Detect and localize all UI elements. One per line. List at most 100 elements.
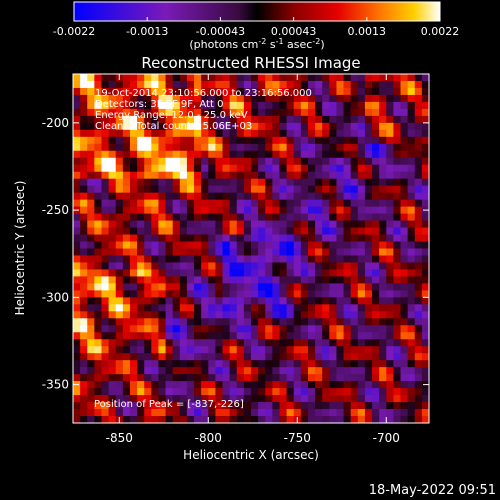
heatmap-cell xyxy=(201,332,209,340)
heatmap-cell xyxy=(87,171,95,180)
heatmap-cell xyxy=(322,297,330,305)
heatmap-cell xyxy=(229,248,238,256)
heatmap-cell xyxy=(158,220,166,228)
heatmap-cell xyxy=(137,115,145,124)
heatmap-cell xyxy=(179,374,188,382)
heatmap-cell xyxy=(222,94,231,103)
heatmap-cell xyxy=(343,353,352,361)
heatmap-cell xyxy=(293,339,302,347)
heatmap-cell xyxy=(343,332,352,340)
heatmap-cell xyxy=(343,276,352,284)
heatmap-cell xyxy=(300,269,309,277)
heatmap-cell xyxy=(300,297,309,305)
heatmap-cell xyxy=(300,101,309,110)
heatmap-cell xyxy=(315,171,323,180)
heatmap-cell xyxy=(151,297,159,305)
heatmap-cell xyxy=(236,395,245,403)
heatmap-cell xyxy=(201,115,209,124)
heatmap-cell xyxy=(315,297,323,305)
heatmap-cell xyxy=(151,290,159,298)
heatmap-cell xyxy=(272,115,280,124)
heatmap-cell xyxy=(393,248,401,256)
heatmap-cell xyxy=(421,360,429,368)
heatmap-cell xyxy=(108,87,117,96)
heatmap-cell xyxy=(315,416,323,423)
heatmap-cell xyxy=(265,220,273,228)
heatmap-cell xyxy=(343,94,352,103)
heatmap-cell xyxy=(222,388,231,396)
heatmap-cell xyxy=(137,416,145,423)
heatmap-cell xyxy=(372,388,380,396)
heatmap-cell xyxy=(194,101,202,110)
heatmap-cell xyxy=(151,395,159,403)
heatmap-cell xyxy=(286,409,295,417)
heatmap-cell xyxy=(73,101,81,110)
heatmap-cell xyxy=(322,290,330,298)
heatmap-cell xyxy=(122,255,131,263)
heatmap-cell xyxy=(101,416,109,423)
heatmap-cell xyxy=(215,402,223,410)
heatmap-cell xyxy=(222,129,231,138)
heatmap-cell xyxy=(350,80,359,89)
heatmap-cell xyxy=(307,325,316,333)
heatmap-cell xyxy=(101,283,109,291)
heatmap-cell xyxy=(307,269,316,277)
heatmap-cell xyxy=(201,318,209,326)
heatmap-cell xyxy=(80,199,88,208)
heatmap-cell xyxy=(201,241,209,249)
heatmap-cell xyxy=(115,220,124,228)
heatmap-cell xyxy=(158,360,166,368)
heatmap-cell xyxy=(101,255,109,263)
heatmap-cell xyxy=(414,80,423,89)
heatmap-cell xyxy=(229,101,238,110)
axis-tick-labels: -850 -800 -750 -700-200-250-300-350 xyxy=(42,116,400,445)
heatmap-cell xyxy=(101,213,109,221)
heatmap-cell xyxy=(122,143,131,152)
heatmap-cell xyxy=(372,87,380,96)
heatmap-cell xyxy=(421,136,429,145)
heatmap-cell xyxy=(208,381,216,389)
heatmap-cell xyxy=(279,185,287,194)
heatmap-cell xyxy=(265,150,273,159)
heatmap-cell xyxy=(350,115,359,124)
heatmap-cell xyxy=(350,374,359,382)
heatmap-cell xyxy=(172,206,181,214)
heatmap-cell xyxy=(186,318,195,326)
heatmap-cell xyxy=(115,248,124,256)
heatmap-cell xyxy=(144,248,152,256)
heatmap-cell xyxy=(414,213,423,221)
heatmap-cell xyxy=(307,129,316,138)
heatmap-cell xyxy=(265,388,273,396)
heatmap-cell xyxy=(393,353,401,361)
heatmap-cell xyxy=(400,318,409,326)
heatmap-cell xyxy=(222,374,231,382)
heatmap-cell xyxy=(300,213,309,221)
heatmap-cell xyxy=(407,311,416,319)
heatmap-cell xyxy=(144,234,152,242)
heatmap-cell xyxy=(386,115,394,124)
heatmap-cell xyxy=(357,143,366,152)
heatmap-cell xyxy=(258,381,266,389)
heatmap-cell xyxy=(172,178,181,187)
heatmap-cell xyxy=(151,325,159,333)
heatmap-cell xyxy=(379,402,387,410)
heatmap-cell xyxy=(258,129,266,138)
heatmap-cell xyxy=(251,297,259,305)
heatmap-cell xyxy=(137,276,145,284)
heatmap-cell xyxy=(272,311,280,319)
heatmap-cell xyxy=(393,262,401,270)
heatmap-cell xyxy=(329,80,337,89)
heatmap-cell xyxy=(158,164,166,173)
heatmap-cell xyxy=(329,178,337,187)
heatmap-cell xyxy=(272,255,280,263)
heatmap-cell xyxy=(414,115,423,124)
heatmap-cell xyxy=(101,318,109,326)
heatmap-cell xyxy=(101,241,109,249)
heatmap-cell xyxy=(73,276,81,284)
heatmap-cell xyxy=(186,185,195,194)
heatmap-cell xyxy=(208,241,216,249)
heatmap-cell xyxy=(158,115,166,124)
heatmap-cell xyxy=(329,136,337,145)
heatmap-cell xyxy=(279,143,287,152)
heatmap-cell xyxy=(251,192,259,201)
